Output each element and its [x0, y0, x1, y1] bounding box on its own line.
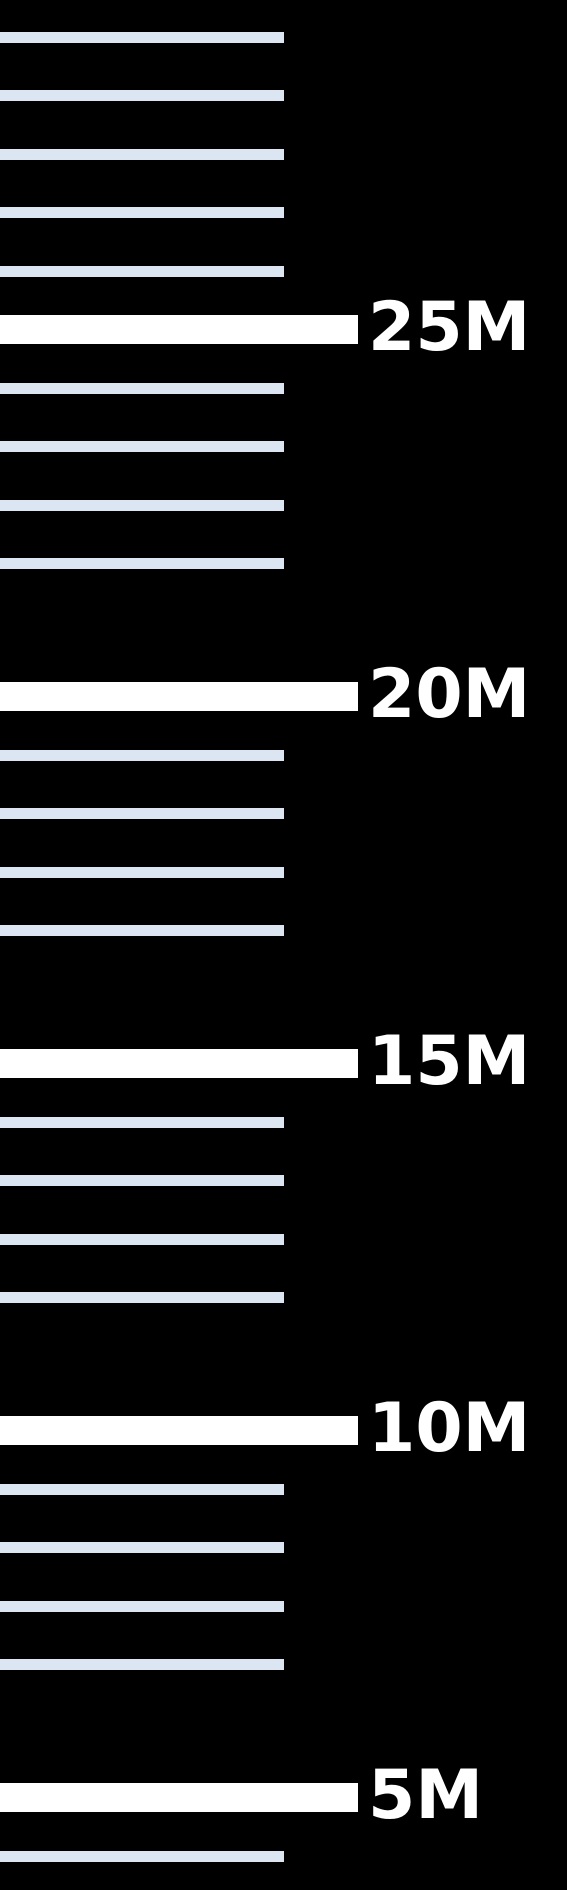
minor-tick-15-4 — [0, 1292, 284, 1303]
minor-tick-5-1 — [0, 1850, 284, 1862]
minor-tick-20-1 — [0, 749, 284, 761]
minor-tick-top-3 — [0, 148, 284, 160]
tick-label-10: 10M — [368, 1389, 531, 1469]
tick-label-20: 20M — [368, 655, 531, 735]
minor-tick-top-1 — [0, 31, 284, 43]
tick-label-15: 15M — [368, 1022, 531, 1102]
minor-tick-10-1 — [0, 1483, 284, 1495]
minor-tick-15-1 — [0, 1116, 284, 1128]
major-tick-5 — [0, 1783, 358, 1812]
minor-tick-10-4 — [0, 1659, 284, 1670]
minor-tick-25-1 — [0, 382, 284, 394]
major-tick-20 — [0, 682, 358, 711]
minor-tick-10-3 — [0, 1600, 284, 1612]
major-tick-15 — [0, 1049, 358, 1078]
minor-tick-20-4 — [0, 925, 284, 936]
minor-tick-top-5 — [0, 265, 284, 277]
minor-tick-20-2 — [0, 808, 284, 819]
minor-tick-top-2 — [0, 90, 284, 101]
tick-label-5: 5M — [368, 1756, 483, 1836]
minor-tick-25-4 — [0, 558, 284, 569]
major-tick-10 — [0, 1416, 358, 1445]
minor-tick-15-2 — [0, 1175, 284, 1186]
minor-tick-25-2 — [0, 441, 284, 452]
tick-label-25: 25M — [368, 288, 531, 368]
minor-tick-25-3 — [0, 499, 284, 511]
minor-tick-20-3 — [0, 866, 284, 878]
minor-tick-15-3 — [0, 1233, 284, 1245]
major-tick-25 — [0, 315, 358, 344]
minor-tick-top-4 — [0, 207, 284, 218]
minor-tick-10-2 — [0, 1542, 284, 1553]
